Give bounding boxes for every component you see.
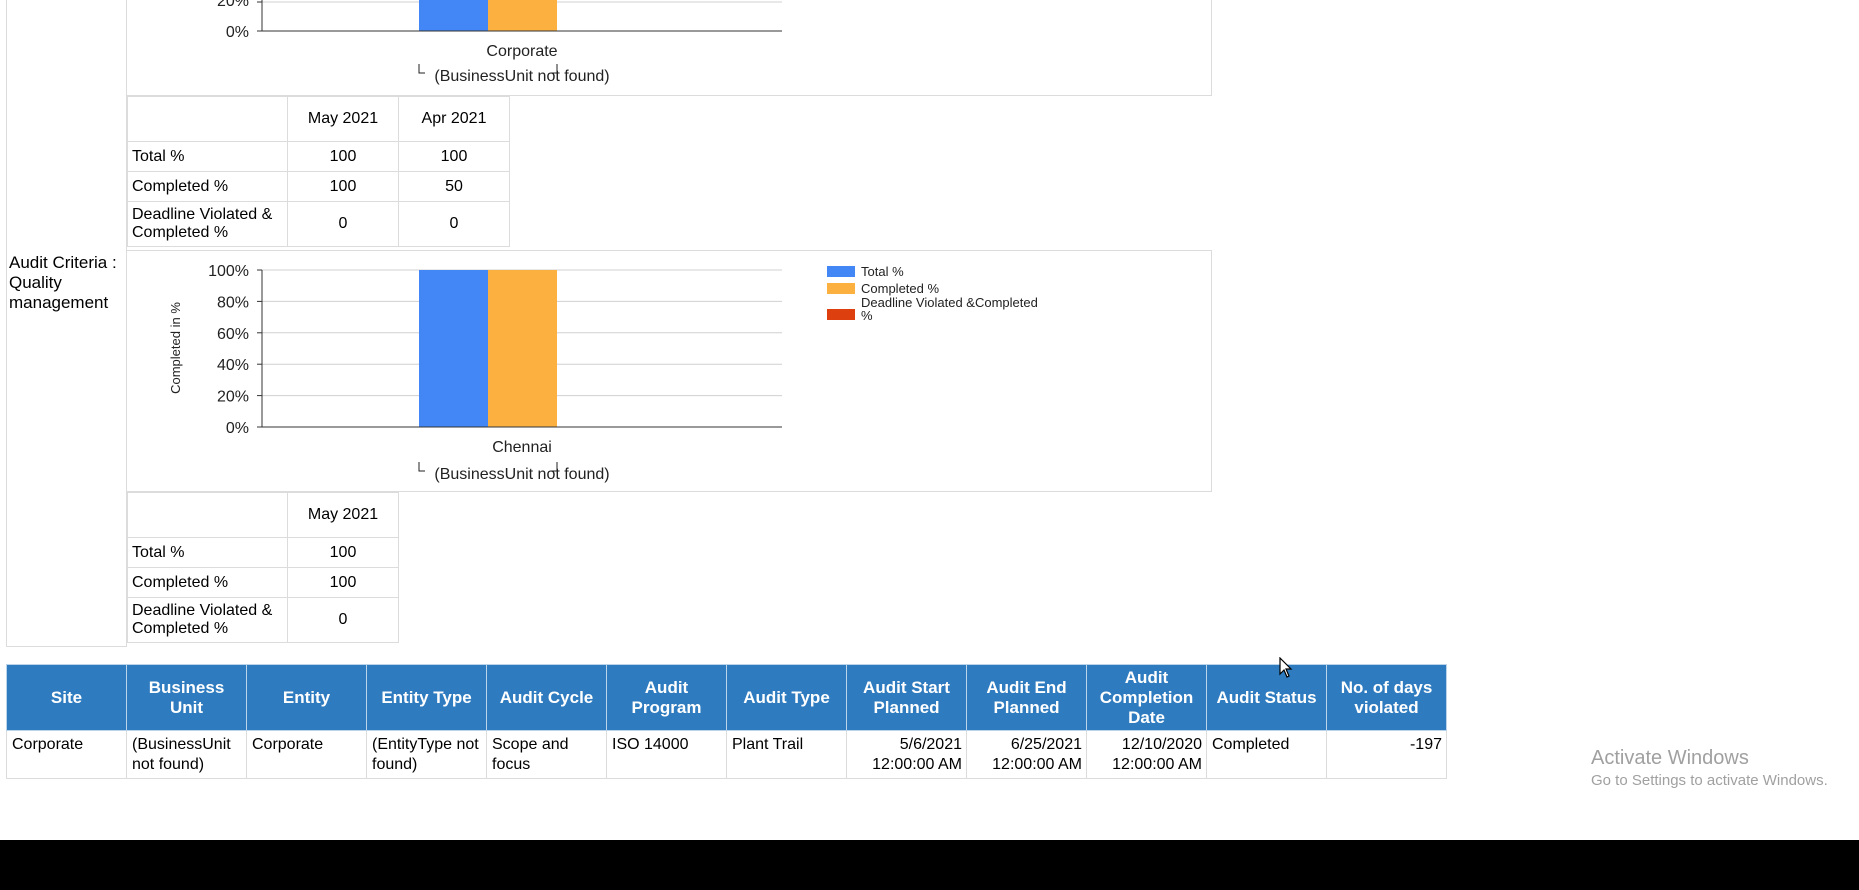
- cell-value: 100: [287, 171, 399, 202]
- group-label: (BusinessUnit not found): [434, 466, 609, 483]
- cell-value: 100: [287, 141, 399, 172]
- cell-days-violated: -197: [1326, 730, 1447, 779]
- column-header-days-violated[interactable]: No. of days violated: [1326, 664, 1447, 731]
- cell-value: 50: [398, 171, 510, 202]
- row-label: Deadline Violated & Completed %: [127, 201, 288, 247]
- cell-audit-status: Completed: [1206, 730, 1327, 779]
- cell-value: 0: [287, 201, 399, 247]
- top-chart: 20% 0% Corporate (BusinessUnit not found…: [217, 0, 782, 85]
- bar-completed: [488, 270, 557, 427]
- cell-audit-type: Plant Trail: [726, 730, 847, 779]
- column-header-end-planned[interactable]: Audit End Planned: [966, 664, 1087, 731]
- ytick-label: 60%: [217, 326, 249, 343]
- cell-business-unit: (BusinessUnit not found): [126, 730, 247, 779]
- legend-label: Completed %: [861, 281, 939, 296]
- category-label: Chennai: [492, 439, 552, 456]
- column-header-start-planned[interactable]: Audit Start Planned: [846, 664, 967, 731]
- cell-audit-program: ISO 14000: [606, 730, 727, 779]
- column-header-site[interactable]: Site: [6, 664, 127, 731]
- quality-summary-table: May 2021 Total % 100 Completed % 100 Dea…: [127, 492, 399, 643]
- legend-swatch-violated: [827, 309, 855, 320]
- activate-windows-title: Activate Windows: [1591, 747, 1749, 769]
- column-header-audit-status[interactable]: Audit Status: [1206, 664, 1327, 731]
- category-label: Corporate: [486, 43, 557, 60]
- quality-chart: 100% 80% 60% 40% 20% 0% Completed in % Chenna…: [168, 263, 1038, 483]
- column-header: May 2021: [287, 96, 399, 142]
- cell-completion-date: 12/10/2020 12:00:00 AM: [1086, 730, 1207, 779]
- group-label: (BusinessUnit not found): [434, 68, 609, 85]
- bar-total: [419, 0, 488, 31]
- top-summary-table: May 2021 Apr 2021 Total % 100 100 Comple…: [127, 96, 510, 247]
- cell-start-planned: 5/6/2021 12:00:00 AM: [846, 730, 967, 779]
- mouse-cursor-icon: [1279, 657, 1293, 678]
- quality-chart-frame: [126, 250, 1212, 492]
- column-header-entity-type[interactable]: Entity Type: [366, 664, 487, 731]
- cell-entity: Corporate: [246, 730, 367, 779]
- cell-audit-cycle: Scope and focus: [486, 730, 607, 779]
- cell-site: Corporate: [6, 730, 127, 779]
- legend-label: Deadline Violated &Completed%: [861, 295, 1038, 323]
- activate-windows-subtitle: Go to Settings to activate Windows.: [1591, 772, 1828, 789]
- ytick-label: 40%: [217, 357, 249, 374]
- ytick-label: 20%: [217, 389, 249, 406]
- column-header-completion-date[interactable]: Audit Completion Date: [1086, 664, 1207, 731]
- column-header: Apr 2021: [398, 96, 510, 142]
- row-label: Completed %: [127, 567, 288, 598]
- cell-value: 0: [287, 597, 399, 643]
- column-header-audit-program[interactable]: Audit Program: [606, 664, 727, 731]
- row-label: Total %: [127, 141, 288, 172]
- audit-grid: Site Business Unit Entity Entity Type Au…: [6, 664, 1447, 779]
- column-header: May 2021: [287, 492, 399, 538]
- bar-completed: [488, 0, 557, 31]
- row-label: Total %: [127, 537, 288, 568]
- column-header-business-unit[interactable]: Business Unit: [126, 664, 247, 731]
- column-header-audit-type[interactable]: Audit Type: [726, 664, 847, 731]
- cell-entity-type: (EntityType not found): [366, 730, 487, 779]
- top-chart-frame: [126, 0, 1212, 96]
- cell-end-planned: 6/25/2021 12:00:00 AM: [966, 730, 1087, 779]
- legend-swatch-completed: [827, 283, 855, 294]
- row-label: Completed %: [127, 171, 288, 202]
- taskbar: [0, 840, 1859, 890]
- grid-header-row: Site Business Unit Entity Entity Type Au…: [6, 664, 1447, 731]
- cell-value: 0: [398, 201, 510, 247]
- audit-criteria-title: Audit Criteria : Quality management: [9, 253, 117, 312]
- ytick-label: 80%: [217, 294, 249, 311]
- ytick-label: 0%: [226, 420, 249, 437]
- left-column-frame: [6, 0, 127, 647]
- cell-value: 100: [287, 567, 399, 598]
- legend-swatch-total: [827, 266, 855, 277]
- table-row[interactable]: Corporate (BusinessUnit not found) Corpo…: [6, 730, 1447, 779]
- y-axis-label: Completed in %: [168, 302, 183, 394]
- row-label: Deadline Violated & Completed %: [127, 597, 288, 643]
- ytick-label: 20%: [217, 0, 249, 10]
- cell-value: 100: [287, 537, 399, 568]
- bar-total: [419, 270, 488, 427]
- column-header-audit-cycle[interactable]: Audit Cycle: [486, 664, 607, 731]
- ytick-label: 100%: [208, 263, 249, 280]
- cell-value: 100: [398, 141, 510, 172]
- legend-label: Total %: [861, 264, 904, 279]
- ytick-label: 0%: [226, 24, 249, 41]
- column-header-entity[interactable]: Entity: [246, 664, 367, 731]
